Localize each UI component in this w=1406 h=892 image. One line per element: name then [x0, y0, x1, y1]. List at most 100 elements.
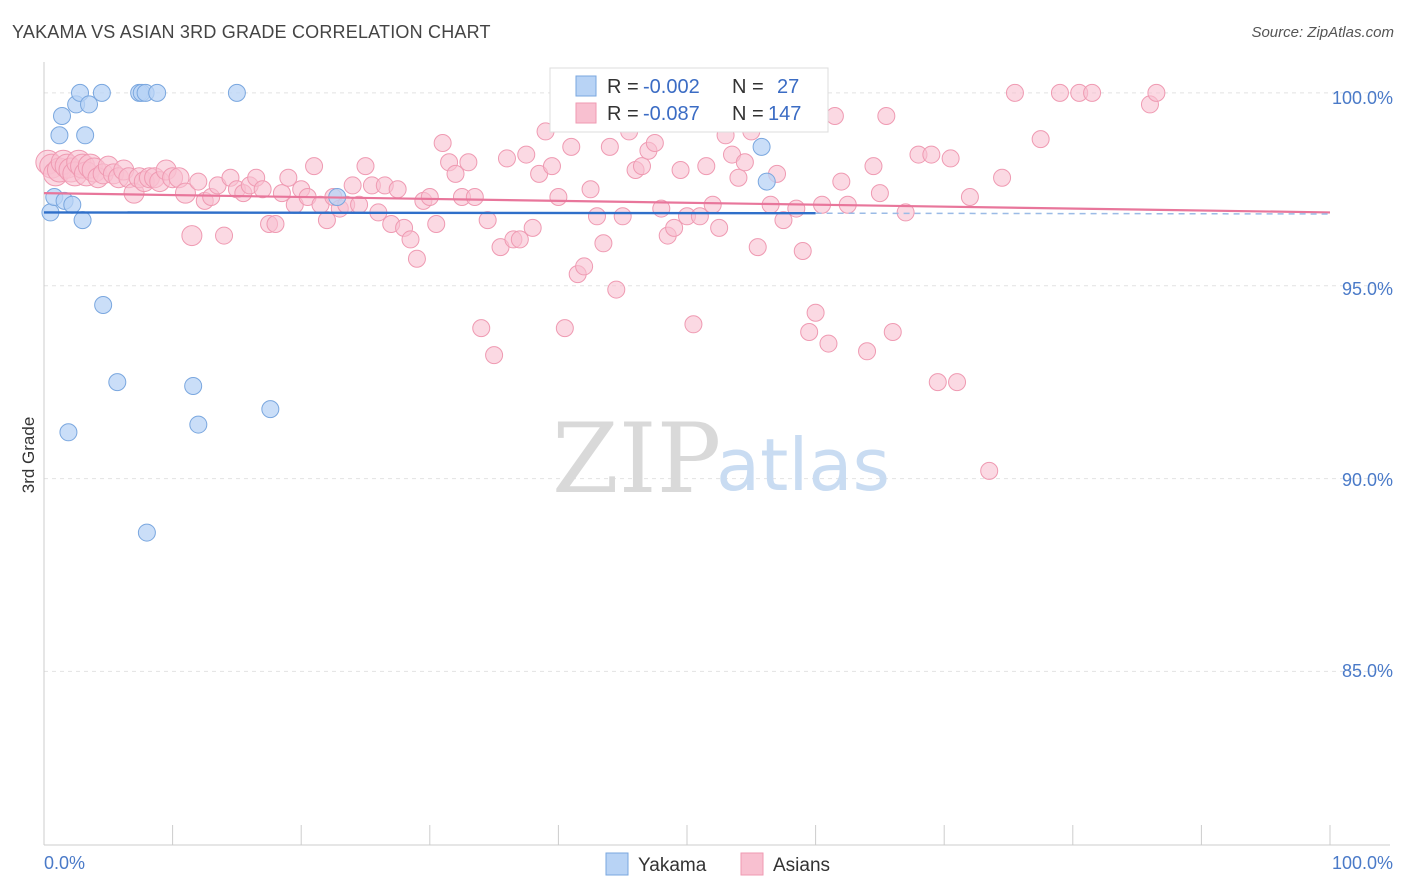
asian-point [562, 137, 581, 156]
bottom-legend: Yakama Asians [605, 852, 830, 876]
yakama-point [73, 211, 92, 230]
yakama-point [184, 377, 203, 395]
yakama-point [92, 83, 111, 102]
asian-point [407, 249, 426, 268]
asian-point [607, 280, 626, 299]
asian-point [941, 149, 960, 168]
asian-point [825, 107, 844, 125]
asian-point [671, 161, 690, 179]
yakama-point [94, 296, 113, 314]
asian-point [478, 211, 497, 230]
asian-point [774, 211, 793, 230]
asian-point [594, 234, 613, 253]
yakama-point [227, 83, 246, 102]
yakama-point [137, 523, 156, 542]
asian-point [266, 215, 285, 233]
asian-point [735, 153, 754, 172]
asian-point [960, 188, 979, 206]
asian-point [819, 334, 838, 353]
yakama-point [53, 107, 72, 125]
watermark: ZIP atlas [552, 403, 890, 515]
asian-point [864, 157, 883, 176]
asian-point [215, 226, 234, 245]
yakama-point [59, 423, 78, 442]
asian-point [613, 207, 632, 226]
axes [43, 62, 1390, 846]
asian-point [510, 230, 529, 249]
yakama-r-label: R = [607, 76, 639, 98]
asian-point [793, 242, 812, 260]
yakama-point [757, 172, 776, 191]
asian-point [446, 164, 465, 183]
asian-point [174, 182, 196, 204]
y-tick-label: 85.0% [1342, 661, 1393, 681]
asian-point [1050, 83, 1069, 102]
asian-point [980, 461, 999, 480]
asian-trend-line [43, 192, 1331, 214]
y-tick-labels: 100.0% 95.0% 90.0% 85.0% [1332, 88, 1393, 681]
x-tick-label: 100.0% [1332, 853, 1393, 873]
asian-point [806, 303, 825, 322]
asian-point [883, 323, 902, 341]
y-tick-label: 100.0% [1332, 88, 1393, 108]
asian-point [948, 373, 967, 392]
watermark-atlas: atlas [716, 423, 890, 507]
asian-point [832, 172, 851, 191]
asian-point [703, 195, 722, 214]
asian-point [465, 188, 484, 206]
asian-point [1147, 83, 1166, 102]
asian-point [517, 145, 536, 164]
yakama-point [50, 126, 69, 145]
asian-point [189, 172, 208, 191]
chart-title: YAKAMA VS ASIAN 3RD GRADE CORRELATION CH… [12, 22, 491, 42]
asian-point [877, 107, 896, 125]
asian-point [555, 319, 574, 338]
asian-point [787, 199, 806, 218]
yakama-r-value: -0.002 [643, 76, 700, 98]
asian-point [1083, 83, 1102, 102]
yakama-point [63, 195, 82, 214]
x-tick-labels: 0.0% 100.0% [44, 853, 1393, 873]
asian-legend-swatch [575, 102, 597, 124]
asian-point [710, 218, 729, 237]
asian-point [485, 346, 504, 365]
yakama-point [148, 83, 167, 102]
yakama-bottom-swatch [605, 852, 629, 876]
asian-point [1031, 130, 1050, 149]
yakama-point [76, 126, 95, 145]
asian-point [684, 315, 703, 334]
asian-point [800, 323, 819, 341]
y-tick-label: 95.0% [1342, 279, 1393, 299]
asian-point [497, 149, 516, 168]
yakama-bottom-label: Yakama [638, 855, 707, 876]
asian-point [279, 168, 298, 187]
yakama-point [752, 137, 771, 156]
asian-point [343, 176, 362, 195]
asian-point [587, 207, 606, 226]
asian-point [356, 157, 375, 176]
asian-bottom-swatch [740, 852, 764, 876]
asian-point [420, 188, 439, 206]
chart-source: Source: ZipAtlas.com [1251, 24, 1394, 41]
asian-point [729, 168, 748, 187]
asian-point [645, 134, 664, 152]
yakama-point [261, 400, 280, 419]
asian-point [433, 134, 452, 152]
asian-point [472, 319, 491, 338]
asian-point [388, 180, 407, 199]
y-tick-label: 90.0% [1342, 470, 1393, 490]
asian-r-value: -0.087 [643, 103, 700, 125]
asian-point [459, 153, 478, 172]
yakama-n-label: N = [732, 76, 764, 98]
stats-legend: R = -0.002 N = 27 R = -0.087 N = 147 [549, 67, 829, 133]
asian-point [858, 342, 877, 361]
asian-bottom-label: Asians [773, 855, 830, 876]
asian-point [993, 168, 1012, 187]
yakama-points [41, 83, 776, 542]
yakama-trend-extension [815, 212, 1331, 215]
asian-point [748, 238, 767, 257]
asian-n-value: 147 [768, 103, 801, 125]
asian-point [575, 257, 594, 276]
trend-lines [43, 192, 1331, 215]
